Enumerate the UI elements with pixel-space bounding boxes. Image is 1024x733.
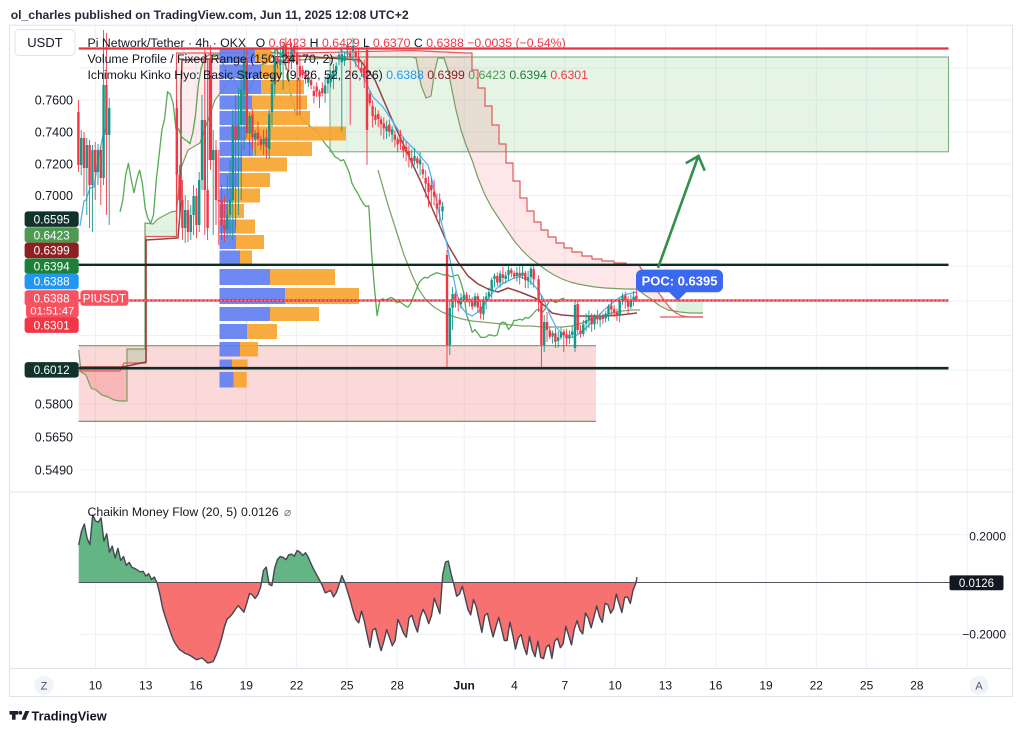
svg-text:22: 22	[810, 679, 824, 693]
svg-text:0.0126: 0.0126	[959, 578, 994, 590]
svg-text:0.7000: 0.7000	[35, 189, 73, 203]
svg-text:0.6012: 0.6012	[34, 363, 70, 377]
svg-text:4: 4	[511, 679, 518, 693]
svg-text:−0.2000: −0.2000	[962, 627, 1006, 641]
svg-text:A: A	[975, 681, 983, 693]
svg-text:7: 7	[561, 679, 568, 693]
svg-text:0.6399: 0.6399	[34, 244, 70, 258]
svg-text:⌀: ⌀	[284, 505, 291, 519]
svg-text:PIUSDT: PIUSDT	[83, 291, 126, 305]
svg-text:25: 25	[860, 679, 874, 693]
svg-text:0.5650: 0.5650	[35, 431, 73, 445]
svg-text:0.2000: 0.2000	[969, 530, 1006, 544]
svg-text:13: 13	[139, 679, 153, 693]
svg-text:0.7600: 0.7600	[35, 94, 73, 108]
svg-text:0.6388: 0.6388	[34, 275, 71, 289]
svg-text:0.5800: 0.5800	[35, 398, 73, 412]
svg-text:ol_charles published on Tradin: ol_charles published on TradingView.com,…	[11, 8, 409, 22]
svg-text:USDT: USDT	[27, 35, 62, 50]
svg-text:Pi Network/Tether · 4h · OKX: Pi Network/Tether · 4h · OKX O 0.6423 H …	[88, 36, 566, 50]
svg-text:16: 16	[709, 679, 723, 693]
svg-text:22: 22	[290, 679, 304, 693]
svg-text:Jun: Jun	[454, 679, 475, 693]
svg-text:0.6595: 0.6595	[34, 212, 71, 226]
svg-text:10: 10	[608, 679, 622, 693]
svg-text:28: 28	[910, 679, 924, 693]
svg-text:19: 19	[759, 679, 773, 693]
svg-text:Ichimoku Kinko Hyo: Basic Stra: Ichimoku Kinko Hyo: Basic Strategy (9, 2…	[88, 68, 589, 82]
svg-text:Z: Z	[41, 681, 48, 693]
svg-text:19: 19	[240, 679, 254, 693]
svg-text:0.5490: 0.5490	[35, 464, 73, 478]
svg-text:10: 10	[89, 679, 103, 693]
svg-text:POC: 0.6395: POC: 0.6395	[642, 274, 718, 289]
svg-text:0.7200: 0.7200	[35, 158, 73, 172]
svg-text:0.6301: 0.6301	[34, 318, 70, 332]
svg-text:0.6423: 0.6423	[34, 228, 71, 242]
svg-text:0.6388: 0.6388	[34, 291, 71, 305]
svg-text:28: 28	[391, 679, 405, 693]
svg-text:16: 16	[189, 679, 203, 693]
svg-text:TradingView: TradingView	[32, 709, 107, 724]
svg-text:0.0126: 0.0126	[241, 505, 279, 519]
svg-text:0.7400: 0.7400	[35, 126, 73, 140]
svg-text:01:51:47: 01:51:47	[30, 305, 74, 317]
svg-text:13: 13	[659, 679, 673, 693]
svg-text:Chaikin Money Flow (20, 5): Chaikin Money Flow (20, 5)	[88, 505, 238, 519]
svg-text:0.6394: 0.6394	[34, 259, 71, 273]
svg-text:25: 25	[340, 679, 354, 693]
svg-text:Volume Profile / Fixed Range (: Volume Profile / Fixed Range (150, 24, 7…	[88, 52, 334, 66]
